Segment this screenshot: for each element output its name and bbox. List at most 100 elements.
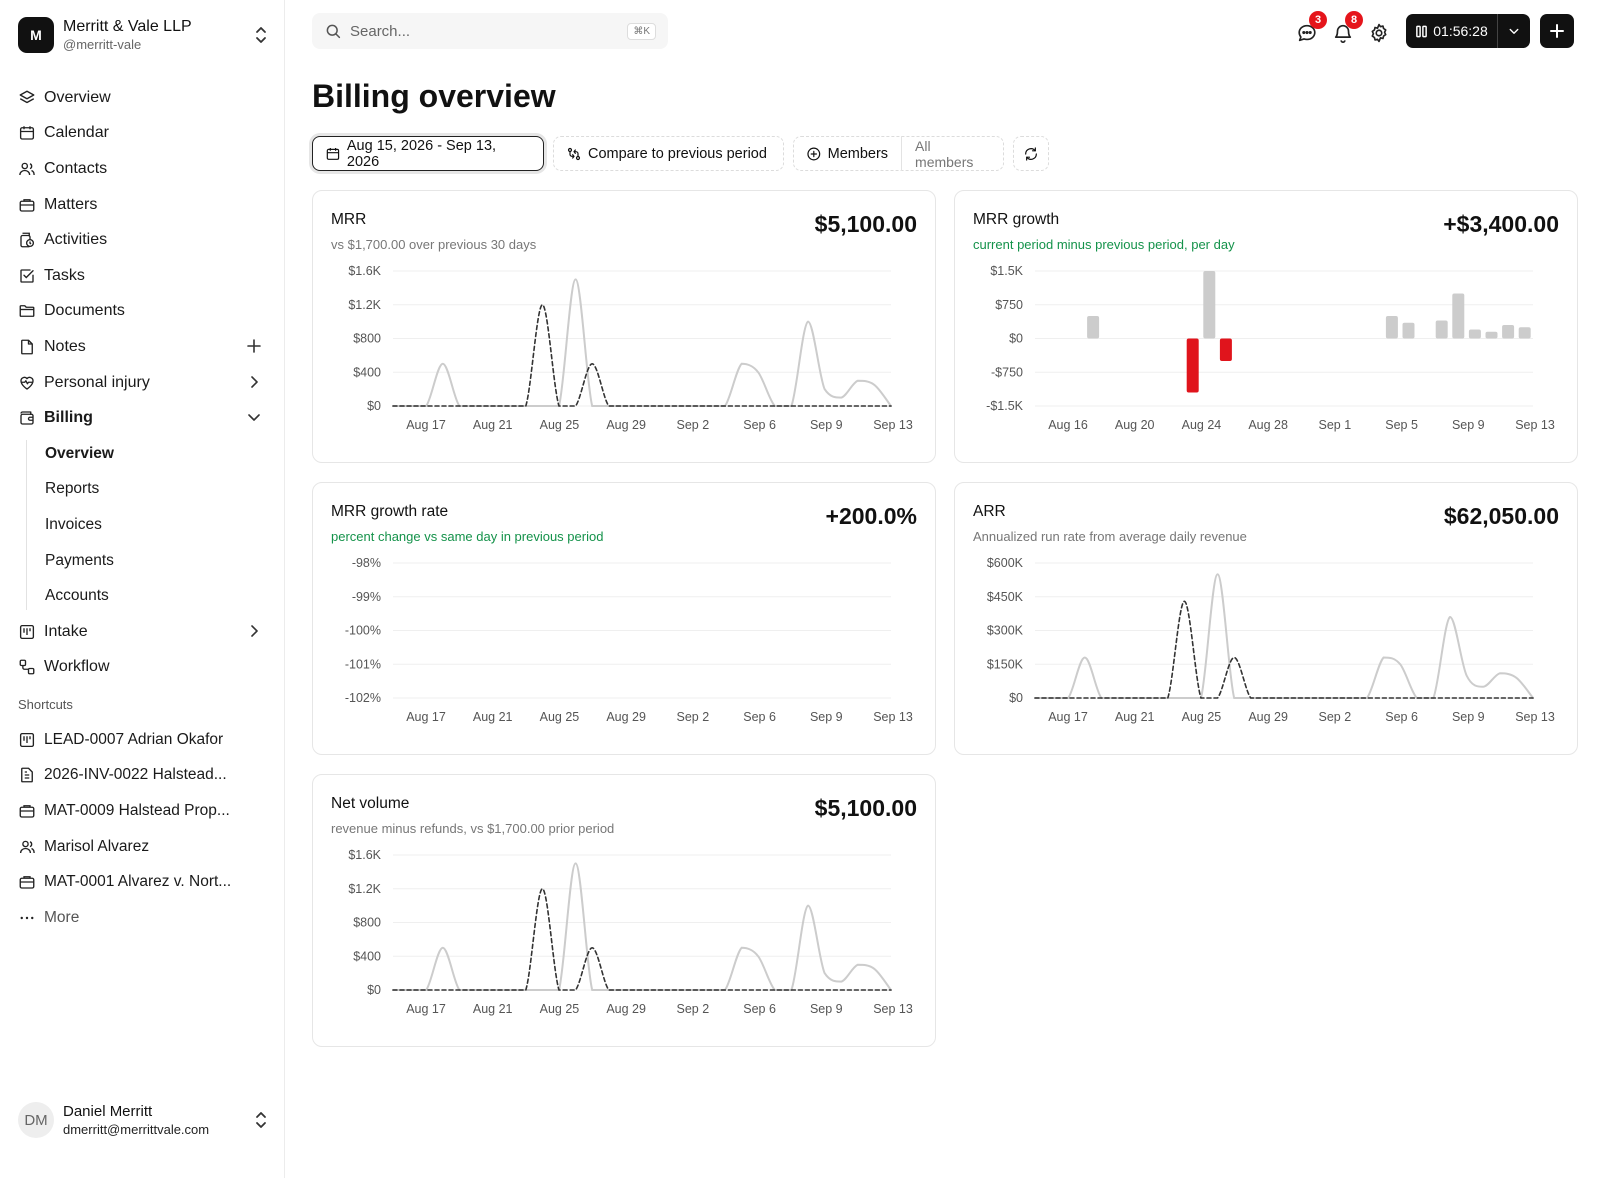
- sidebar-item-workflow[interactable]: Workflow: [18, 650, 270, 686]
- x-tick-label: Sep 1: [1319, 418, 1352, 432]
- bar-positive: [1502, 325, 1515, 339]
- x-tick-label: Aug 17: [406, 710, 446, 724]
- y-tick-label: -99%: [352, 590, 381, 604]
- compare-icon: [567, 147, 581, 160]
- date-range-button[interactable]: Aug 15, 2026 - Sep 13, 2026: [312, 136, 544, 171]
- shortcut-item[interactable]: LEAD-0007 Adrian Okafor: [18, 722, 270, 758]
- card-subtitle: revenue minus refunds, vs $1,700.00 prio…: [331, 821, 615, 836]
- x-tick-label: Aug 16: [1048, 418, 1088, 432]
- chevron-down-icon: [248, 414, 260, 422]
- shortcut-item[interactable]: MAT-0001 Alvarez v. Nort...: [18, 864, 270, 900]
- sidebar-subitem-invoices[interactable]: Invoices: [45, 507, 270, 543]
- kanban-icon: [18, 623, 36, 641]
- sidebar-item-contacts[interactable]: Contacts: [18, 151, 270, 187]
- sidebar-item-label: Calendar: [44, 124, 109, 142]
- sidebar-item-activities[interactable]: Activities: [18, 222, 270, 258]
- y-tick-label: $1.2K: [348, 882, 381, 896]
- y-tick-label: $0: [1009, 332, 1023, 346]
- x-tick-label: Sep 9: [810, 710, 843, 724]
- y-tick-label: $800: [353, 332, 381, 346]
- sidebar-item-label: Intake: [44, 622, 88, 640]
- billing-subnav: Overview Reports Invoices Payments Accou…: [18, 436, 270, 614]
- sidebar-item-personal-injury[interactable]: Personal injury: [18, 365, 270, 401]
- avatar: DM: [18, 1102, 54, 1138]
- x-tick-label: Sep 2: [677, 1002, 710, 1016]
- user-menu[interactable]: DM Daniel Merritt dmerritt@merrittvale.c…: [18, 1098, 268, 1142]
- x-tick-label: Sep 2: [1319, 710, 1352, 724]
- sidebar-item-matters[interactable]: Matters: [18, 187, 270, 223]
- chat-icon: [1298, 24, 1316, 42]
- shortcuts-list: LEAD-0007 Adrian Okafor 2026-INV-0022 Ha…: [18, 722, 270, 936]
- notifications-button[interactable]: 8: [1332, 11, 1363, 44]
- x-tick-label: Sep 9: [1452, 418, 1485, 432]
- y-tick-label: -$750: [991, 365, 1023, 379]
- card-value: $5,100.00: [814, 795, 917, 821]
- y-tick-label: $300K: [987, 624, 1024, 638]
- search-bar[interactable]: Search... ⌘K: [312, 13, 668, 49]
- org-logo: M: [18, 17, 54, 53]
- card-title: MRR: [331, 211, 367, 228]
- compare-button[interactable]: Compare to previous period: [553, 136, 784, 171]
- members-filter[interactable]: Members All members: [793, 136, 1004, 171]
- y-tick-label: -$1.5K: [986, 399, 1023, 413]
- bar-positive: [1435, 320, 1448, 339]
- timer-dropdown-button[interactable]: [1498, 14, 1530, 48]
- bar-positive: [1518, 327, 1531, 339]
- bar-positive: [1485, 331, 1498, 339]
- refresh-button[interactable]: [1013, 136, 1049, 171]
- y-tick-label: $1.6K: [348, 848, 381, 862]
- arr-chart: $600K $450K $300K $150K $0 Aug 17 Aug 21 Aug 25…: [987, 556, 1555, 724]
- sidebar-subitem-overview[interactable]: Overview: [45, 436, 270, 472]
- bell-icon: [1334, 24, 1352, 43]
- sidebar-subitem-label: Payments: [45, 551, 114, 569]
- timer-value: 01:56:28: [1433, 23, 1488, 39]
- y-tick-label: $0: [1009, 691, 1023, 705]
- shortcuts-more[interactable]: More: [18, 900, 270, 936]
- org-name: Merritt & Vale LLP: [63, 18, 192, 35]
- sidebar-subitem-reports[interactable]: Reports: [45, 472, 270, 508]
- card-title: ARR: [973, 503, 1006, 520]
- x-tick-label: Sep 6: [743, 710, 776, 724]
- sidebar-item-billing[interactable]: Billing: [18, 400, 270, 436]
- sidebar-item-label: Contacts: [44, 159, 108, 177]
- date-range-label: Aug 15, 2026 - Sep 13, 2026: [346, 137, 497, 170]
- sidebar-subitem-accounts[interactable]: Accounts: [45, 578, 270, 614]
- add-note-icon[interactable]: [246, 338, 262, 354]
- sidebar-item-intake[interactable]: Intake: [18, 614, 270, 650]
- create-button[interactable]: [1540, 14, 1574, 48]
- sidebar-item-calendar[interactable]: Calendar: [18, 116, 270, 152]
- sidebar-subitem-label: Overview: [45, 444, 114, 462]
- sidebar-item-label: Overview: [44, 88, 111, 106]
- sidebar-item-documents[interactable]: Documents: [18, 294, 270, 330]
- messages-button[interactable]: 3: [1296, 11, 1327, 44]
- y-tick-label: -98%: [352, 556, 381, 570]
- sidebar-item-overview[interactable]: Overview: [18, 80, 270, 116]
- x-tick-label: Aug 25: [540, 710, 580, 724]
- shortcut-item[interactable]: 2026-INV-0022 Halstead...: [18, 758, 270, 794]
- org-switcher[interactable]: M Merritt & Vale LLP @merritt-vale: [18, 16, 268, 54]
- card-value: +200.0%: [825, 503, 917, 529]
- shortcut-item[interactable]: MAT-0009 Halstead Prop...: [18, 793, 270, 829]
- wallet-icon: [18, 409, 36, 427]
- series-previous-line: [1034, 600, 1534, 699]
- sidebar-item-tasks[interactable]: Tasks: [18, 258, 270, 294]
- sidebar-item-notes[interactable]: Notes: [18, 329, 270, 365]
- y-tick-label: $800: [353, 916, 381, 930]
- sidebar-item-label: Matters: [44, 195, 98, 213]
- sidebar-subitem-payments[interactable]: Payments: [45, 543, 270, 579]
- bar-positive: [1385, 316, 1398, 339]
- search-input[interactable]: Search...: [350, 22, 411, 40]
- x-tick-label: Aug 29: [1248, 710, 1288, 724]
- x-tick-label: Aug 21: [473, 418, 513, 432]
- shortcut-item[interactable]: Marisol Alvarez: [18, 829, 270, 865]
- timer-toggle-button[interactable]: 01:56:28: [1406, 14, 1498, 48]
- net-volume-card: Net volume revenue minus refunds, vs $1,…: [312, 774, 936, 1047]
- settings-button[interactable]: [1368, 20, 1392, 44]
- card-subtitle: Annualized run rate from average daily r…: [973, 529, 1247, 544]
- card-title: MRR growth rate: [331, 503, 449, 520]
- y-tick-label: $450K: [987, 590, 1024, 604]
- x-tick-label: Sep 13: [1515, 418, 1555, 432]
- y-tick-label: $400: [353, 365, 381, 379]
- org-handle: @merritt-vale: [63, 37, 142, 52]
- series-previous-line: [392, 303, 892, 407]
